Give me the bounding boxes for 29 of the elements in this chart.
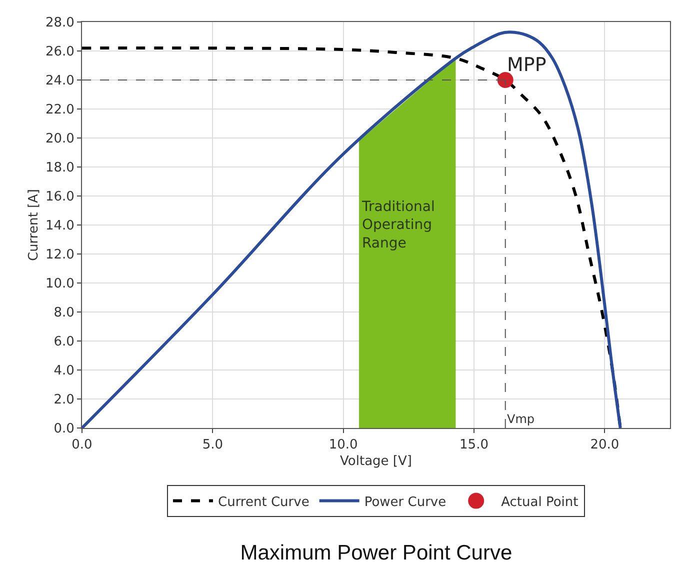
y-tick-label: 24.0: [45, 74, 74, 89]
band-label: Traditional Operating Range: [361, 199, 435, 252]
x-tick-label: 10.0: [328, 438, 358, 453]
y-tick-label: 20.0: [45, 132, 74, 147]
ref-line-label: Vmp: [507, 412, 535, 426]
legend-label: Actual Point: [501, 494, 578, 510]
y-tick-label: 0.0: [54, 422, 74, 437]
y-tick-label: 18.0: [45, 160, 74, 176]
legend-label: Power Curve: [364, 494, 446, 510]
y-axis-title: Current [A]: [26, 189, 42, 261]
y-tick-label: 10.0: [45, 276, 74, 292]
annotation: MPP: [507, 54, 546, 76]
x-tick-label: 0.0: [72, 438, 92, 453]
y-tick-label: 4.0: [54, 364, 74, 379]
text: Maximum Power Point Curve: [240, 541, 512, 564]
x-tick-label: 15.0: [460, 438, 488, 453]
legend-label: Current Curve: [218, 494, 310, 510]
y-tick-label: 14.0: [45, 218, 74, 234]
y-tick-label: 12.0: [45, 248, 74, 263]
y-tick-label: 6.0: [54, 334, 74, 350]
y-tick-label: 16.0: [45, 190, 74, 205]
y-tick-label: 26.0: [45, 44, 74, 60]
y-tick-label: 22.0: [45, 102, 74, 118]
x-axis-title: Voltage [V]: [340, 454, 412, 470]
y-tick-label: 8.0: [54, 306, 74, 321]
y-tick-label: 28.0: [45, 16, 74, 31]
x-tick-label: 20.0: [590, 438, 620, 453]
y-tick-label: 2.0: [54, 392, 74, 408]
x-tick-label: 5.0: [202, 438, 224, 453]
